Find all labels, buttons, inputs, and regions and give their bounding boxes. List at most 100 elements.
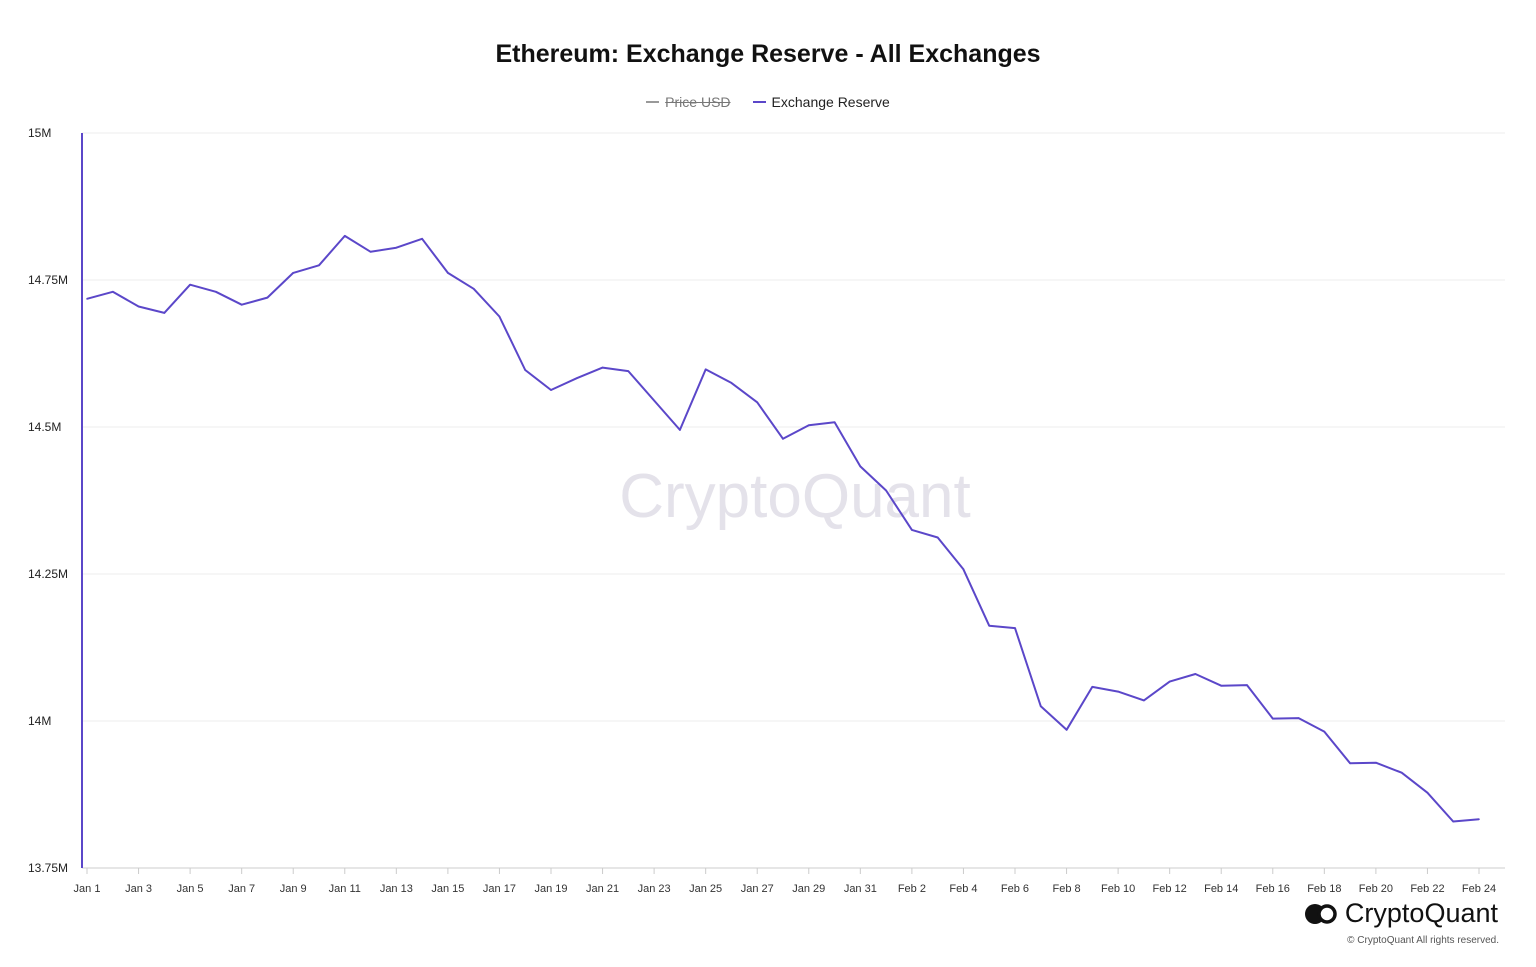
y-tick-label: 14.75M — [28, 273, 68, 287]
data-point — [1194, 673, 1197, 675]
data-point — [807, 424, 810, 427]
x-tick-label: Feb 20 — [1359, 883, 1393, 895]
y-tick-label: 14M — [28, 714, 51, 728]
data-point — [318, 264, 320, 267]
data-point — [447, 272, 449, 274]
legend-item-price-usd[interactable]: Price USD — [646, 94, 731, 110]
x-tick-label: Jan 31 — [844, 883, 877, 895]
watermark: CryptoQuant — [619, 462, 971, 531]
data-point — [421, 238, 423, 240]
data-point — [1091, 686, 1094, 688]
x-tick-label: Feb 22 — [1410, 883, 1444, 895]
x-tick-label: Feb 6 — [1001, 883, 1029, 895]
x-tick-label: Feb 24 — [1462, 883, 1496, 895]
copyright-text: © CryptoQuant All rights reserved. — [1347, 935, 1499, 946]
x-tick-label: Jan 27 — [741, 883, 774, 895]
x-tick-label: Feb 10 — [1101, 883, 1135, 895]
y-tick-label: 14.5M — [28, 420, 61, 434]
data-point — [1375, 761, 1377, 764]
legend-item-exchange-reserve[interactable]: Exchange Reserve — [752, 94, 890, 110]
data-point — [524, 369, 527, 371]
x-tick-label: Feb 16 — [1256, 883, 1290, 895]
data-point — [601, 366, 604, 369]
data-point — [369, 250, 372, 253]
data-point — [111, 290, 114, 293]
data-point — [911, 529, 913, 531]
brand-logo: CryptoQuant — [1303, 898, 1498, 929]
data-point — [498, 315, 501, 318]
data-point — [833, 421, 836, 424]
data-point — [343, 235, 346, 237]
data-point — [1065, 729, 1068, 731]
x-tick-label: Feb 4 — [949, 883, 977, 895]
data-point — [627, 370, 630, 372]
legend-label-exchange-reserve: Exchange Reserve — [771, 94, 890, 110]
data-point — [1014, 627, 1016, 629]
y-tick-label: 13.75M — [28, 861, 68, 875]
data-point — [1478, 818, 1480, 820]
x-tick-label: Jan 11 — [329, 883, 361, 895]
data-point — [472, 288, 475, 290]
x-tick-label: Jan 1 — [74, 883, 101, 895]
x-tick-label: Feb 12 — [1153, 883, 1187, 895]
x-tick-label: Jan 5 — [177, 883, 204, 895]
data-point — [163, 312, 166, 314]
data-point — [1426, 791, 1429, 794]
x-tick-label: Jan 23 — [638, 883, 671, 895]
legend-swatch-price-usd — [646, 101, 660, 103]
x-tick-label: Jan 29 — [792, 883, 825, 895]
data-point — [1220, 684, 1223, 687]
data-point — [1246, 684, 1248, 686]
data-point — [679, 429, 681, 431]
x-tick-label: Jan 13 — [380, 883, 413, 895]
x-tick-label: Jan 15 — [431, 883, 464, 895]
x-tick-label: Jan 7 — [228, 883, 255, 895]
data-point — [704, 368, 707, 371]
legend-label-price-usd: Price USD — [665, 94, 731, 110]
series-exchange-reserve — [86, 234, 1480, 823]
data-point — [395, 246, 398, 249]
data-point — [988, 624, 991, 627]
data-point — [1039, 705, 1042, 708]
data-point — [1349, 762, 1351, 765]
data-point — [1271, 717, 1274, 720]
chart-title: Ethereum: Exchange Reserve - All Exchang… — [495, 40, 1041, 68]
data-point — [730, 382, 733, 384]
data-point — [266, 296, 269, 299]
data-point — [1323, 730, 1326, 733]
data-point — [1297, 717, 1300, 719]
data-point — [885, 489, 887, 492]
data-point — [1117, 690, 1119, 693]
x-tick-label: Jan 25 — [689, 883, 722, 895]
y-tick-label: 14.25M — [28, 567, 68, 581]
data-point — [1452, 820, 1455, 823]
y-axis: 15M 14.75M 14.5M 14.25M 14M 13.75M — [28, 126, 83, 875]
x-tick-label: Jan 17 — [483, 883, 516, 895]
x-tick-label: Jan 9 — [280, 883, 307, 895]
data-point — [137, 305, 140, 308]
data-point — [1168, 680, 1171, 683]
x-tick-label: Feb 14 — [1204, 883, 1238, 895]
brand-name: CryptoQuant — [1344, 898, 1498, 928]
data-point — [189, 283, 191, 286]
legend: Price USD Exchange Reserve — [0, 94, 1536, 110]
x-tick-label: Jan 21 — [586, 883, 619, 895]
x-tick-label: Jan 19 — [534, 883, 567, 895]
data-point — [292, 272, 295, 274]
x-tick-label: Feb 2 — [898, 883, 926, 895]
data-point — [782, 437, 784, 440]
data-point — [550, 389, 552, 391]
data-point — [756, 401, 759, 404]
cryptoquant-logo-icon — [1304, 903, 1337, 924]
x-tick-label: Feb 18 — [1307, 883, 1341, 895]
data-point — [962, 568, 965, 571]
y-tick-label: 15M — [28, 126, 51, 140]
data-point — [86, 298, 88, 300]
data-point — [1400, 771, 1403, 774]
x-axis: Jan 1 Jan 3 Jan 5 Jan 7 Jan 9 Jan 11 Jan 13 Jan… — [74, 868, 1496, 895]
data-point — [859, 465, 862, 468]
grid-lines — [82, 132, 1505, 869]
x-tick-label: Feb 8 — [1052, 883, 1080, 895]
data-point — [575, 377, 578, 379]
